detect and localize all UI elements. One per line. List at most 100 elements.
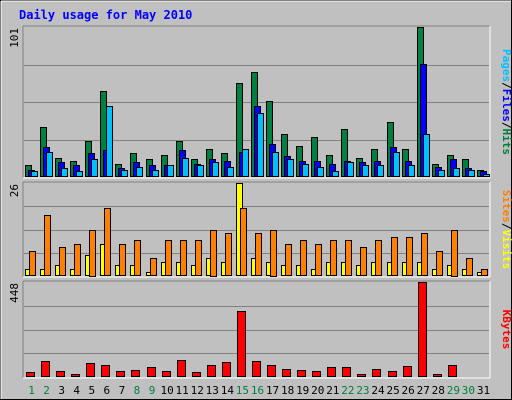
- bar-kbytes-day-13: [207, 365, 216, 377]
- bar-sites-day-30: [466, 258, 473, 276]
- x-tick-label-day-30: 30: [462, 384, 475, 397]
- bar-kbytes-day-27: [418, 282, 427, 377]
- bar-sites-day-19: [300, 240, 307, 276]
- bar-pages-day-3: [61, 168, 68, 177]
- bar-sites-day-16: [255, 233, 262, 276]
- bar-sites-day-28: [436, 251, 443, 276]
- panel-legend: KBytes: [500, 310, 512, 350]
- bar-pages-day-25: [393, 152, 400, 177]
- bar-kbytes-day-9: [147, 367, 156, 377]
- bar-sites-day-17: [270, 230, 277, 277]
- legend-separator: /: [500, 82, 512, 89]
- bar-kbytes-day-16: [252, 361, 261, 377]
- bar-pages-day-15: [242, 149, 249, 177]
- bar-kbytes-day-6: [101, 365, 110, 377]
- bar-sites-day-26: [406, 237, 413, 276]
- x-tick-label-day-16: 16: [251, 384, 264, 397]
- bar-sites-day-22: [345, 240, 352, 276]
- panel-legend: Sites/Visits: [500, 190, 512, 270]
- x-tick-label-day-18: 18: [281, 384, 294, 397]
- bar-pages-day-29: [453, 168, 460, 177]
- bar-pages-day-8: [136, 167, 143, 177]
- bar-sites-day-24: [375, 240, 382, 276]
- bar-pages-day-19: [302, 164, 309, 177]
- bar-kbytes-day-11: [177, 360, 186, 377]
- bar-kbytes-day-26: [403, 366, 412, 377]
- bar-sites-day-14: [225, 233, 232, 276]
- legend-files: Files: [500, 89, 512, 122]
- bar-kbytes-day-23: [357, 374, 366, 377]
- bar-sites-day-18: [285, 244, 292, 276]
- bar-kbytes-day-3: [56, 371, 65, 377]
- bar-sites-day-15: [240, 208, 247, 276]
- bar-pages-day-1: [31, 171, 38, 177]
- bar-kbytes-day-12: [192, 372, 201, 377]
- bar-sites-day-29: [451, 230, 458, 277]
- bar-sites-day-6: [104, 208, 111, 276]
- x-tick-label-day-24: 24: [371, 384, 385, 397]
- bar-kbytes-day-8: [131, 370, 140, 377]
- legend-hits: Hits: [500, 129, 512, 156]
- x-axis-day-labels: 1 2 3 4 5 6 7 8 9 10 11 12 13 14 15 16 17 18 19 20 21 22 23 24 2…: [28, 384, 490, 397]
- bar-kbytes-day-22: [342, 367, 351, 377]
- x-tick-label-day-11: 11: [176, 384, 189, 397]
- x-tick-label-day-3: 3: [58, 384, 65, 397]
- bar-sites-day-13: [210, 230, 217, 277]
- x-tick-label-day-14: 14: [221, 384, 235, 397]
- legend-separator: /: [500, 223, 512, 230]
- x-tick-label-day-15: 15: [236, 384, 249, 397]
- x-tick-label-day-19: 19: [296, 384, 309, 397]
- bar-pages-day-7: [121, 170, 128, 177]
- chart-title: Daily usage for May 2010: [19, 8, 192, 22]
- bar-kbytes-day-20: [312, 371, 321, 377]
- x-tick-label-day-28: 28: [432, 384, 445, 397]
- x-tick-label-day-21: 21: [326, 384, 339, 397]
- bar-sites-day-9: [150, 258, 157, 276]
- bar-kbytes-day-24: [372, 369, 381, 377]
- bar-pages-day-21: [332, 171, 339, 177]
- legend-pages: Pages: [500, 49, 512, 82]
- x-tick-label-day-17: 17: [266, 384, 279, 397]
- bar-kbytes-day-14: [222, 362, 231, 377]
- bar-kbytes-day-19: [297, 370, 306, 377]
- bar-kbytes-day-5: [86, 363, 95, 377]
- bar-sites-day-11: [180, 240, 187, 276]
- bar-pages-day-10: [167, 165, 174, 177]
- bar-sites-day-8: [134, 240, 141, 276]
- x-tick-label-day-12: 12: [191, 384, 204, 397]
- bar-pages-day-18: [287, 159, 294, 177]
- bar-kbytes-day-7: [116, 371, 125, 377]
- bar-pages-day-11: [182, 158, 189, 177]
- bar-sites-day-20: [315, 244, 322, 276]
- x-tick-label-day-9: 9: [149, 384, 156, 397]
- legend-separator: /: [500, 122, 512, 129]
- bar-pages-day-28: [438, 170, 445, 177]
- bar-pages-day-16: [257, 113, 264, 177]
- bar-sites-day-12: [195, 240, 202, 276]
- bar-pages-day-31: [483, 174, 490, 177]
- bar-kbytes-day-28: [433, 374, 442, 377]
- bar-kbytes-day-18: [282, 369, 291, 377]
- bar-pages-day-5: [91, 159, 98, 177]
- x-tick-label-day-13: 13: [206, 384, 219, 397]
- bar-pages-day-14: [227, 167, 234, 177]
- bar-sites-day-2: [44, 215, 51, 276]
- bar-pages-day-9: [152, 170, 159, 177]
- bar-pages-day-22: [347, 162, 354, 177]
- x-tick-label-day-31: 31: [477, 384, 490, 397]
- panel-kbytes: 448 KBytes: [8, 280, 512, 379]
- bar-sites-day-5: [89, 230, 96, 277]
- bar-kbytes-day-2: [41, 361, 50, 377]
- x-tick-label-day-1: 1: [28, 384, 35, 397]
- bar-pages-day-27: [423, 134, 430, 177]
- bar-pages-day-26: [408, 165, 415, 177]
- bar-sites-day-21: [330, 240, 337, 276]
- panel-y-max-label: 26: [8, 184, 21, 197]
- bar-sites-day-23: [360, 247, 367, 276]
- bar-pages-day-17: [272, 152, 279, 177]
- legend-sites: Sites: [500, 190, 512, 223]
- x-tick-label-day-29: 29: [447, 384, 460, 397]
